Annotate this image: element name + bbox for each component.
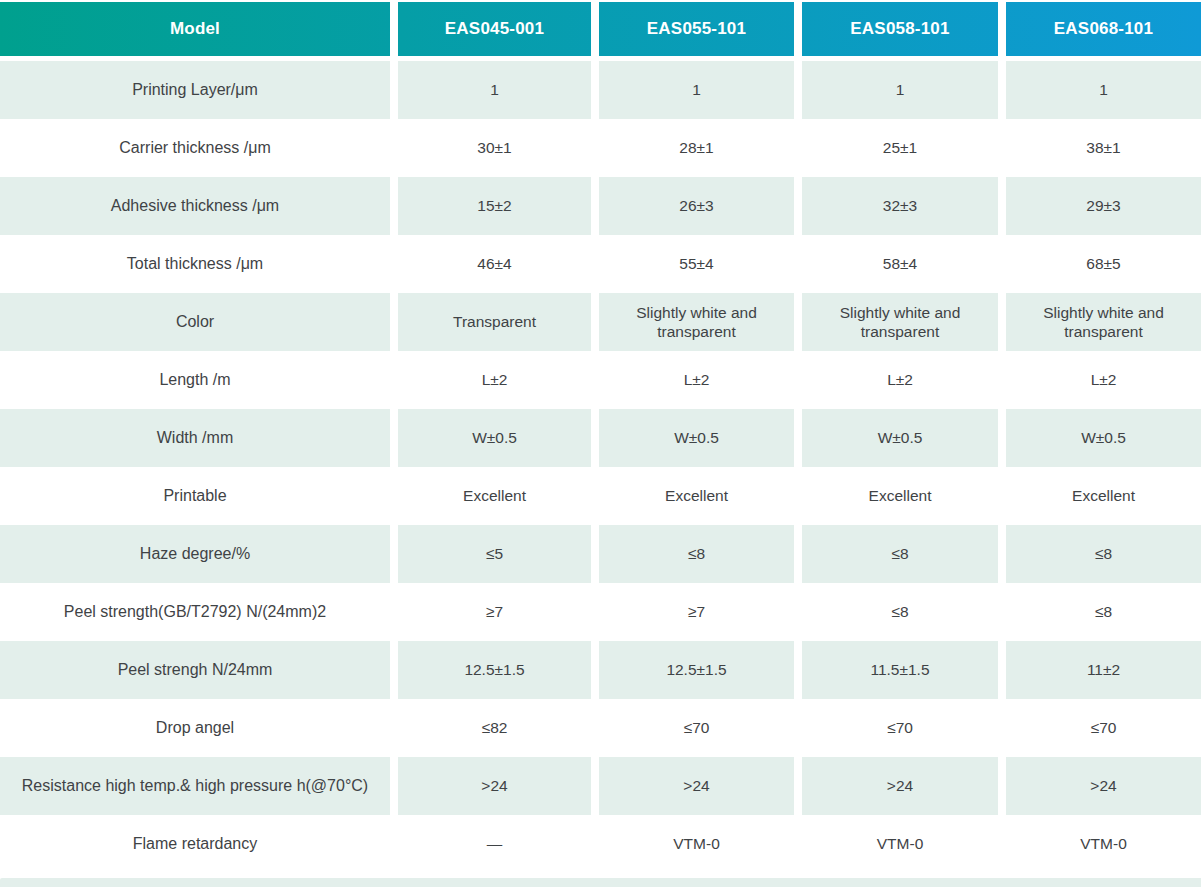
table-header-row: Model EAS045-001 EAS055-101 EAS058-101 E… bbox=[0, 2, 1201, 56]
cell-value: W±0.5 bbox=[599, 409, 794, 467]
cell-value: 30±1 bbox=[398, 119, 591, 177]
cell-value: VTM-0 bbox=[599, 815, 794, 873]
spec-table: Model EAS045-001 EAS055-101 EAS058-101 E… bbox=[0, 2, 1201, 887]
table-row-drop-angel: Drop angel ≤82 ≤70 ≤70 ≤70 bbox=[0, 699, 1201, 757]
cell-value: 29±3 bbox=[1006, 177, 1201, 235]
row-label: Flame retardancy bbox=[0, 815, 390, 873]
cell-value: 1 bbox=[802, 61, 998, 119]
cell-value: Slightly white and transparent bbox=[599, 293, 794, 351]
table-row-color: Color Transparent Slightly white and tra… bbox=[0, 293, 1201, 351]
cell-value: 68±5 bbox=[1006, 235, 1201, 293]
cell-value: W±0.5 bbox=[802, 409, 998, 467]
row-label: Adhesive thickness /μm bbox=[0, 177, 390, 235]
cell-value: 1 bbox=[398, 61, 591, 119]
cell-value: 15±2 bbox=[398, 177, 591, 235]
cell-value: L±2 bbox=[398, 351, 591, 409]
table-row-printable: Printable Excellent Excellent Excellent … bbox=[0, 467, 1201, 525]
column-gap bbox=[591, 2, 599, 56]
cell-value: >24 bbox=[802, 757, 998, 815]
cell-value: W±0.5 bbox=[398, 409, 591, 467]
row-label: Peel strengh N/24mm bbox=[0, 641, 390, 699]
cell-value: 11.5±1.5 bbox=[802, 641, 998, 699]
table-row-resistance-temp: Resistance high temp.& high pressure h(@… bbox=[0, 757, 1201, 815]
cell-value: ≤70 bbox=[1006, 699, 1201, 757]
row-label: Carrier thickness /μm bbox=[0, 119, 390, 177]
row-label: Printing Layer/μm bbox=[0, 61, 390, 119]
cell-value: 25±1 bbox=[802, 119, 998, 177]
table-row-width: Width /mm W±0.5 W±0.5 W±0.5 W±0.5 bbox=[0, 409, 1201, 467]
model-header-cell: Model bbox=[0, 2, 390, 56]
cell-value: Transparent bbox=[398, 293, 591, 351]
cell-value: 12.5±1.5 bbox=[398, 641, 591, 699]
row-label: Peel strength(GB/T2792) N/(24mm)2 bbox=[0, 583, 390, 641]
cell-value: 1 bbox=[1006, 61, 1201, 119]
cell-value: ≤8 bbox=[802, 583, 998, 641]
cell-value: Excellent bbox=[398, 467, 591, 525]
row-label: Color bbox=[0, 293, 390, 351]
row-label: Haze degree/% bbox=[0, 525, 390, 583]
cell-value: >24 bbox=[1006, 757, 1201, 815]
cell-value: 12.5±1.5 bbox=[599, 641, 794, 699]
cell-value: Slightly white and transparent bbox=[802, 293, 998, 351]
cell-value: 28±1 bbox=[599, 119, 794, 177]
cell-value: 46±4 bbox=[398, 235, 591, 293]
column-header-eas045: EAS045-001 bbox=[398, 2, 591, 56]
row-label: Width /mm bbox=[0, 409, 390, 467]
cell-value: ≤70 bbox=[802, 699, 998, 757]
cell-value: ≤5 bbox=[398, 525, 591, 583]
cell-value: ≤8 bbox=[1006, 583, 1201, 641]
cell-value: ≥7 bbox=[599, 583, 794, 641]
column-gap bbox=[794, 2, 802, 56]
row-label: Drop angel bbox=[0, 699, 390, 757]
table-row-carrier-thickness: Carrier thickness /μm 30±1 28±1 25±1 38±… bbox=[0, 119, 1201, 177]
cell-value: 58±4 bbox=[802, 235, 998, 293]
cell-value: Slightly white and transparent bbox=[1006, 293, 1201, 351]
cell-value: >24 bbox=[398, 757, 591, 815]
cell-value: Excellent bbox=[1006, 467, 1201, 525]
cell-value: W±0.5 bbox=[1006, 409, 1201, 467]
column-header-eas068: EAS068-101 bbox=[1006, 2, 1201, 56]
row-label: Printable bbox=[0, 467, 390, 525]
cell-value: ≤8 bbox=[802, 525, 998, 583]
table-row-printing-layer: Printing Layer/μm 1 1 1 1 bbox=[0, 61, 1201, 119]
table-row-haze-degree: Haze degree/% ≤5 ≤8 ≤8 ≤8 bbox=[0, 525, 1201, 583]
row-label: Total thickness /μm bbox=[0, 235, 390, 293]
cell-value: VTM-0 bbox=[802, 815, 998, 873]
cell-value: ≤70 bbox=[599, 699, 794, 757]
cell-value: Excellent bbox=[599, 467, 794, 525]
column-gap bbox=[998, 2, 1006, 56]
table-row-flame-retardancy: Flame retardancy — VTM-0 VTM-0 VTM-0 bbox=[0, 815, 1201, 873]
cell-value: ≤8 bbox=[599, 525, 794, 583]
cell-value: 26±3 bbox=[599, 177, 794, 235]
table-row-total-thickness: Total thickness /μm 46±4 55±4 58±4 68±5 bbox=[0, 235, 1201, 293]
row-label: Length /m bbox=[0, 351, 390, 409]
table-row-adhesive-thickness: Adhesive thickness /μm 15±2 26±3 32±3 29… bbox=[0, 177, 1201, 235]
column-header-eas058: EAS058-101 bbox=[802, 2, 998, 56]
cell-value: Excellent bbox=[802, 467, 998, 525]
cell-value: L±2 bbox=[802, 351, 998, 409]
cell-value: 11±2 bbox=[1006, 641, 1201, 699]
cell-value: L±2 bbox=[1006, 351, 1201, 409]
row-label: Resistance high temp.& high pressure h(@… bbox=[0, 757, 390, 815]
table-row-length: Length /m L±2 L±2 L±2 L±2 bbox=[0, 351, 1201, 409]
cell-value: L±2 bbox=[599, 351, 794, 409]
column-header-eas055: EAS055-101 bbox=[599, 2, 794, 56]
cell-value: — bbox=[398, 815, 591, 873]
bottom-partial-row bbox=[0, 878, 1201, 887]
column-gap bbox=[390, 2, 398, 56]
cell-value: VTM-0 bbox=[1006, 815, 1201, 873]
cell-value: ≥7 bbox=[398, 583, 591, 641]
cell-value: ≤82 bbox=[398, 699, 591, 757]
cell-value: ≤8 bbox=[1006, 525, 1201, 583]
cell-value: >24 bbox=[599, 757, 794, 815]
table-row-peel-strength: Peel strengh N/24mm 12.5±1.5 12.5±1.5 11… bbox=[0, 641, 1201, 699]
cell-value: 1 bbox=[599, 61, 794, 119]
cell-value: 38±1 bbox=[1006, 119, 1201, 177]
table-row-peel-strength-gb: Peel strength(GB/T2792) N/(24mm)2 ≥7 ≥7 … bbox=[0, 583, 1201, 641]
cell-value: 55±4 bbox=[599, 235, 794, 293]
cell-value: 32±3 bbox=[802, 177, 998, 235]
